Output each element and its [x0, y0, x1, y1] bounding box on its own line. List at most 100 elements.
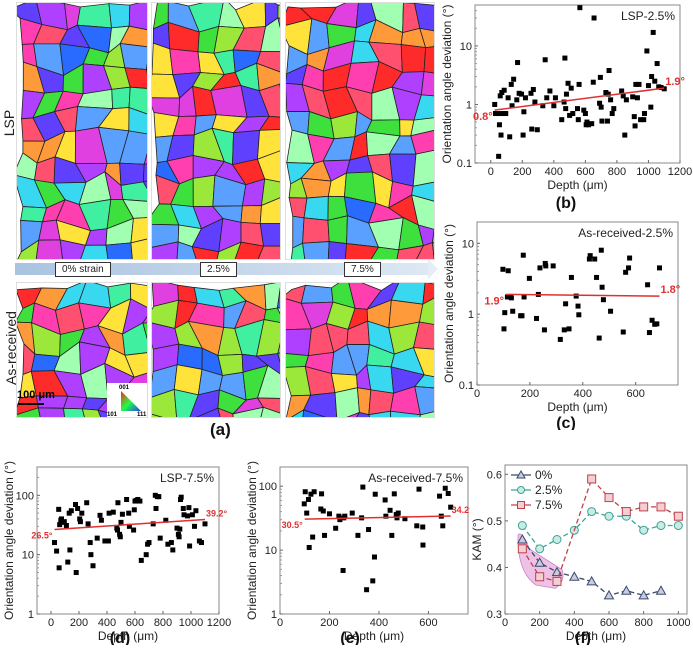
- data-point: [623, 270, 628, 275]
- data-point: [126, 511, 131, 516]
- data-point: [118, 534, 123, 539]
- data-point: [621, 329, 626, 334]
- y-axis-label: Orientation angle deviation (°): [245, 461, 259, 620]
- data-point: [592, 15, 597, 20]
- scale-bar: [18, 403, 44, 405]
- panel-label: (c): [556, 415, 576, 430]
- data-point: [588, 508, 596, 516]
- data-point: [88, 552, 93, 557]
- data-point: [553, 577, 561, 585]
- data-point: [510, 309, 515, 314]
- grain: [121, 182, 147, 202]
- data-point: [566, 81, 571, 86]
- data-point: [158, 536, 163, 541]
- data-point: [147, 540, 152, 545]
- data-point: [78, 519, 83, 524]
- data-point: [576, 304, 581, 309]
- grain: [301, 285, 333, 303]
- data-point: [610, 111, 615, 116]
- ebsd-map-lsp-2.5: [151, 2, 281, 260]
- data-point: [607, 68, 612, 73]
- data-point: [350, 511, 355, 516]
- data-point: [570, 111, 575, 116]
- x-tick-label: 1200: [668, 166, 692, 178]
- data-point: [657, 503, 665, 511]
- data-point: [64, 523, 69, 528]
- data-point: [304, 511, 309, 516]
- data-point: [88, 540, 93, 545]
- data-point: [502, 88, 507, 93]
- data-point: [570, 572, 579, 580]
- data-point: [551, 103, 556, 108]
- data-point: [312, 489, 317, 494]
- legend-marker: [518, 487, 525, 494]
- x-tick-label: 200: [70, 617, 88, 629]
- series-line-2.5%: [522, 512, 678, 549]
- data-point: [360, 485, 365, 490]
- data-point: [536, 545, 544, 553]
- data-point: [181, 506, 186, 511]
- grain: [106, 243, 133, 259]
- data-point: [529, 127, 534, 132]
- data-point: [503, 111, 508, 116]
- data-point: [559, 117, 564, 122]
- panel-label: (d): [110, 630, 130, 645]
- x-tick-label: 600: [600, 617, 618, 629]
- data-point: [518, 522, 526, 530]
- plot-frame: [280, 467, 468, 614]
- data-point: [534, 316, 539, 321]
- grain: [304, 196, 328, 220]
- data-point: [52, 540, 57, 545]
- plot-frame: [477, 222, 678, 385]
- data-point: [563, 301, 568, 306]
- grain: [36, 240, 64, 259]
- strain-label-7.5: 7.5%: [344, 262, 381, 277]
- data-point: [389, 533, 394, 538]
- y-tick-label: 100: [259, 481, 277, 493]
- data-point: [319, 491, 324, 496]
- data-point: [187, 543, 192, 548]
- data-point: [57, 565, 62, 570]
- ebsd-map-as-received-7.5: [285, 282, 435, 418]
- y-tick-label: 0.6: [487, 469, 502, 481]
- data-point: [622, 508, 630, 516]
- data-point: [154, 506, 159, 511]
- grain: [421, 72, 434, 97]
- y-axis-label: Orientation angle deviation (°): [440, 5, 454, 164]
- x-tick-label: 400: [98, 617, 116, 629]
- data-point: [592, 257, 597, 262]
- ipf-label-001: 001: [119, 385, 130, 391]
- grain: [287, 112, 310, 135]
- data-point: [392, 491, 397, 496]
- chart-title: As-received-7.5%: [368, 471, 463, 485]
- data-point: [558, 337, 563, 342]
- data-point: [139, 558, 144, 563]
- data-point: [562, 327, 567, 332]
- data-point: [589, 121, 594, 126]
- x-tick-label: 1000: [179, 617, 203, 629]
- x-tick-label: 600: [419, 617, 437, 629]
- data-point: [84, 500, 89, 505]
- data-point: [156, 494, 161, 499]
- grain: [131, 217, 147, 242]
- grain: [218, 354, 243, 375]
- data-point: [144, 552, 149, 557]
- panel-label: (f): [575, 630, 591, 645]
- data-point: [564, 92, 569, 97]
- x-tick-label: 0: [502, 617, 508, 629]
- strain-arrow-head: [428, 259, 438, 279]
- scale-bar-label: 100 μm: [17, 389, 55, 401]
- data-point: [641, 117, 646, 122]
- data-point: [131, 528, 136, 533]
- x-tick-label: 0: [488, 166, 494, 178]
- grain: [328, 216, 347, 244]
- data-point: [372, 555, 377, 560]
- data-point: [111, 510, 116, 515]
- chart-title: LSP-7.5%: [160, 471, 214, 485]
- grain: [367, 365, 394, 393]
- data-point: [543, 57, 548, 62]
- x-tick-label: 200: [513, 166, 531, 178]
- grain: [303, 218, 330, 243]
- data-point: [605, 119, 610, 124]
